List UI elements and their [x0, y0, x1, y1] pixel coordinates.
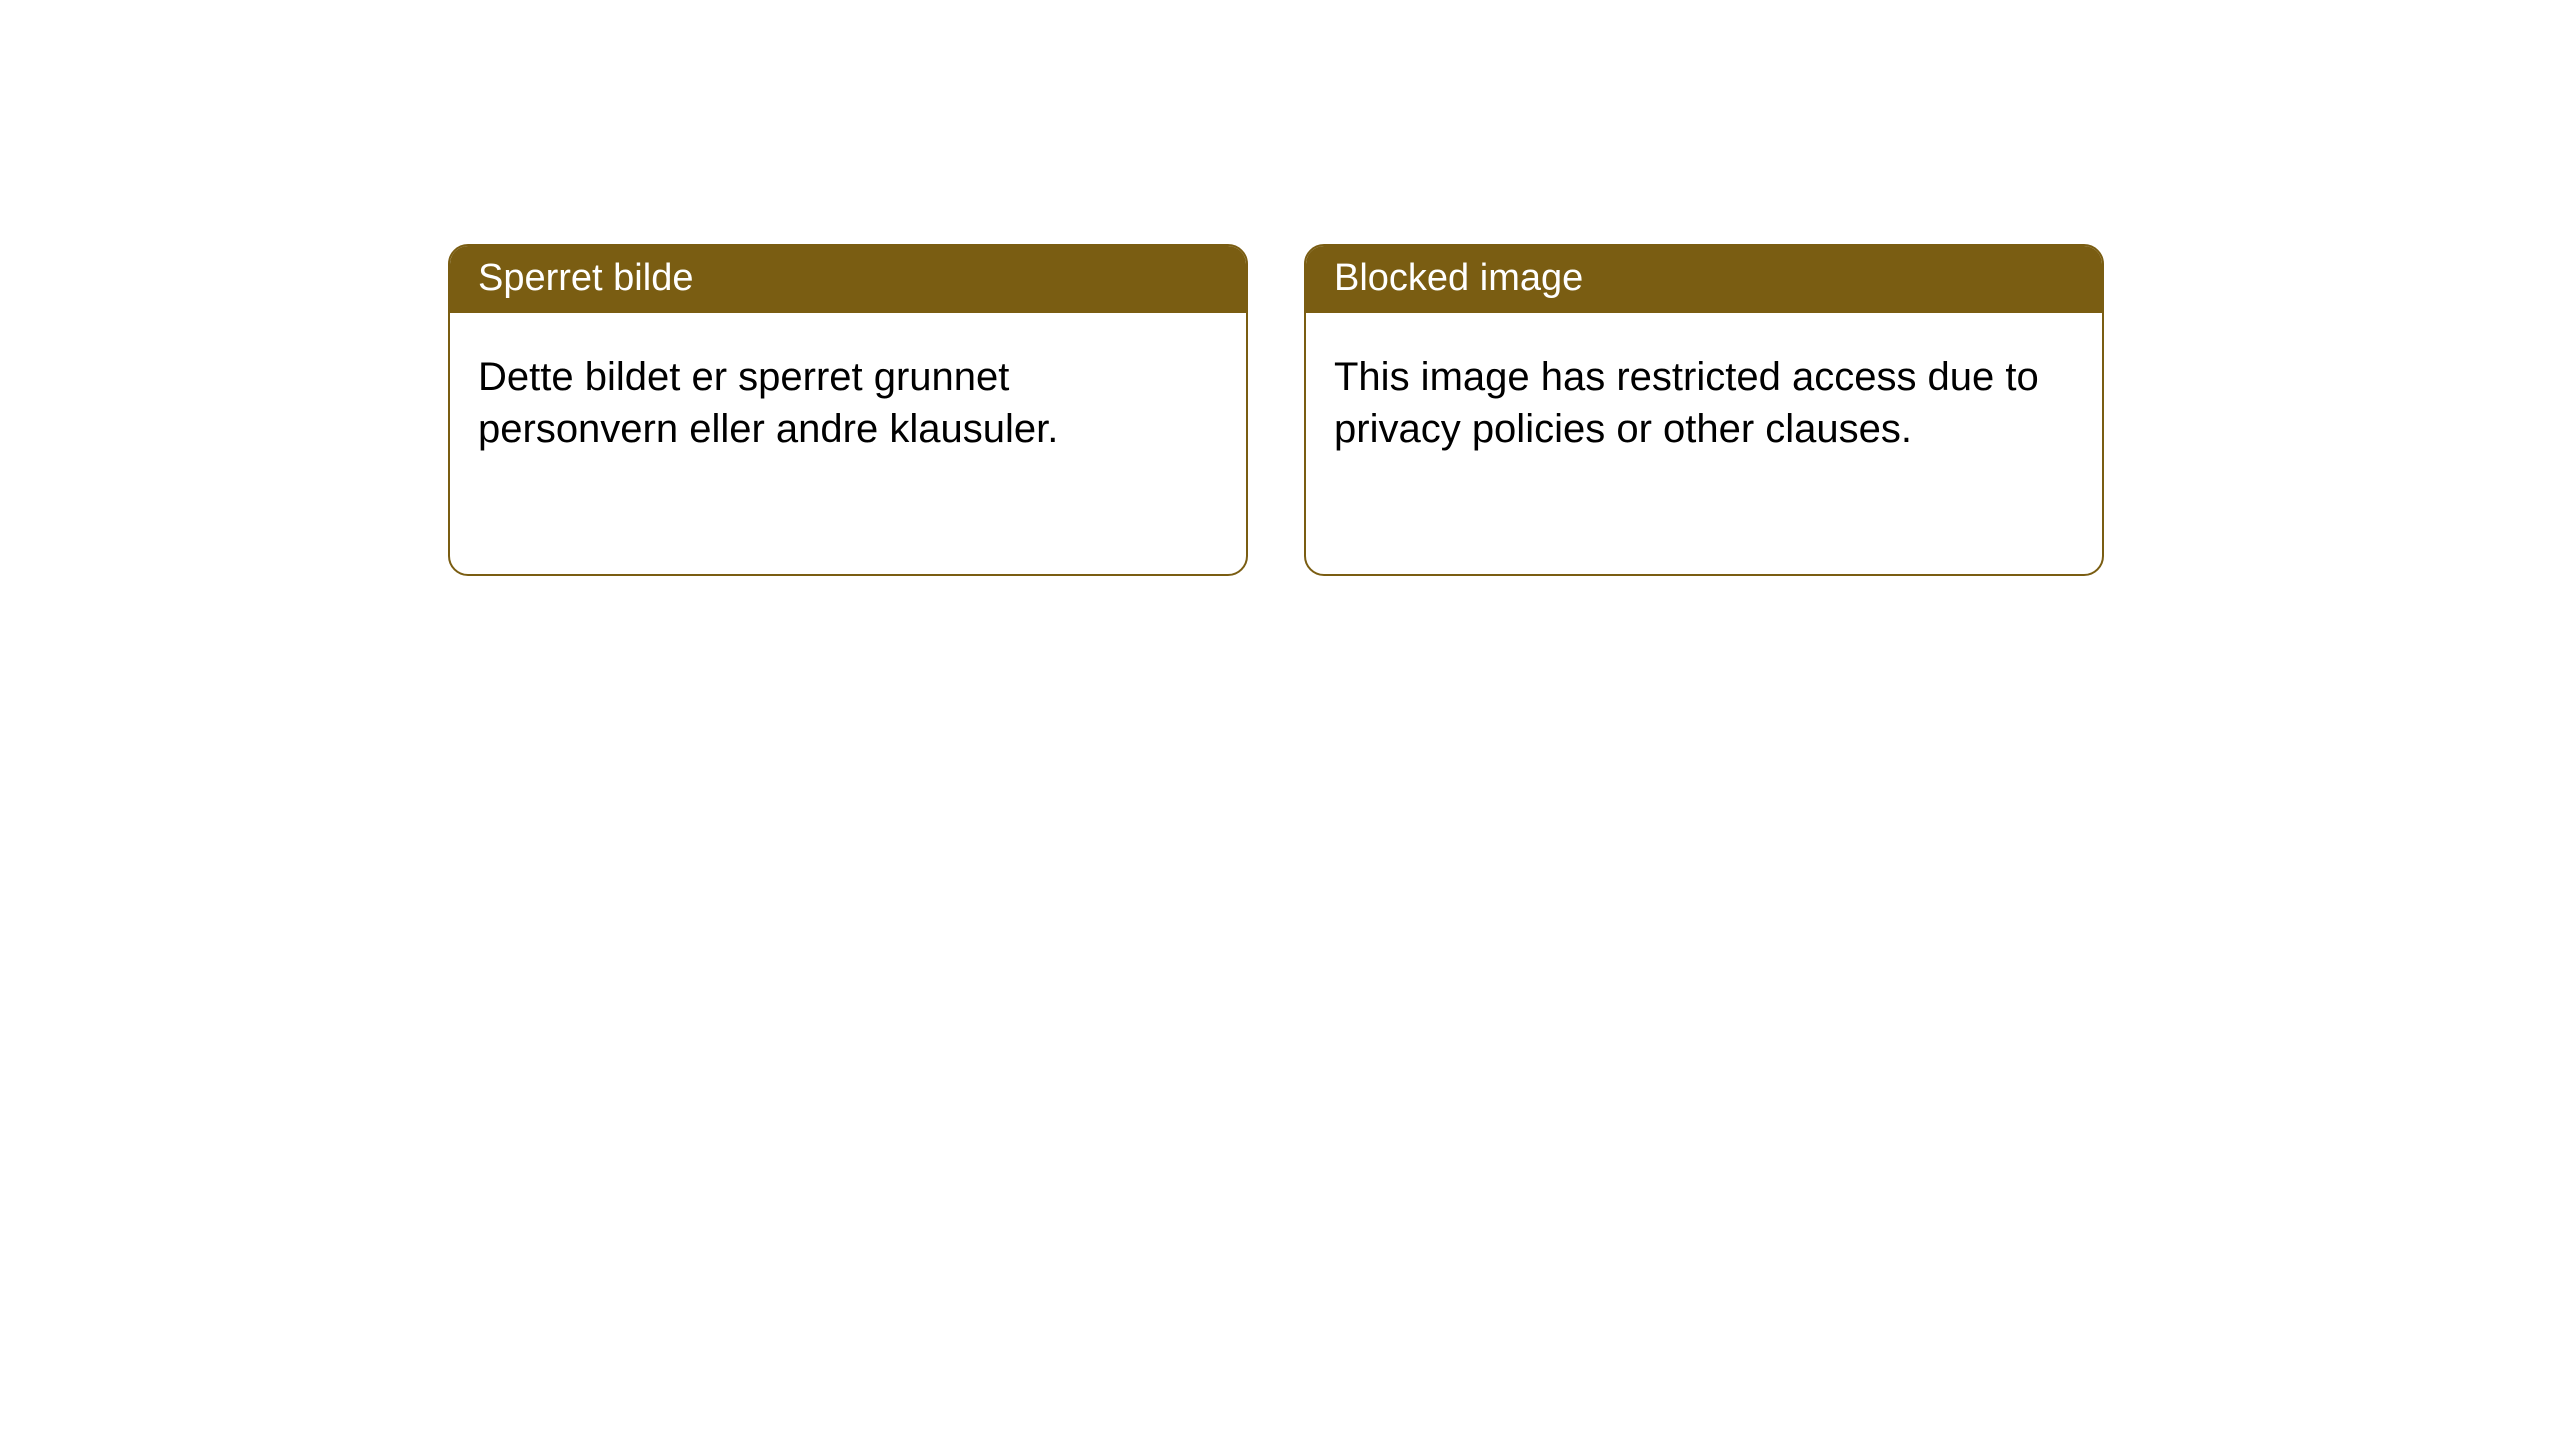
- notice-card-english: Blocked image This image has restricted …: [1304, 244, 2104, 576]
- notice-body-english: This image has restricted access due to …: [1306, 313, 2102, 483]
- notice-title-english: Blocked image: [1306, 246, 2102, 313]
- notice-body-norwegian: Dette bildet er sperret grunnet personve…: [450, 313, 1246, 483]
- notice-title-norwegian: Sperret bilde: [450, 246, 1246, 313]
- notice-card-norwegian: Sperret bilde Dette bildet er sperret gr…: [448, 244, 1248, 576]
- notice-container: Sperret bilde Dette bildet er sperret gr…: [0, 0, 2560, 576]
